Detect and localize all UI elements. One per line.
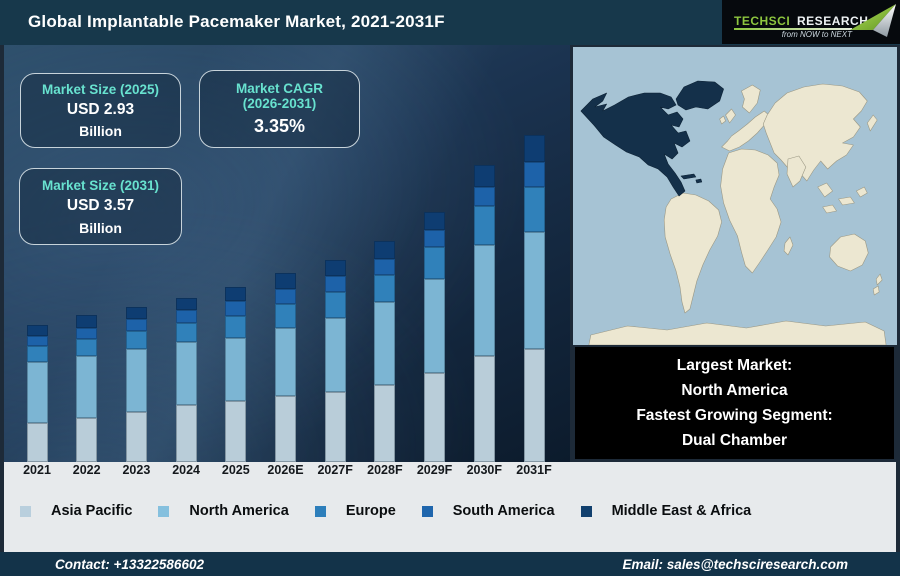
stat-box-title: Market Size (2031) bbox=[41, 177, 160, 193]
x-axis-label-2022: 2022 bbox=[72, 463, 101, 477]
legend-item-asia-pacific: Asia Pacific bbox=[20, 503, 132, 519]
x-axis-label-2029f: 2029F bbox=[416, 463, 453, 477]
market-callout-box: Largest Market: North America Fastest Grow… bbox=[575, 347, 894, 459]
legend-item-middle-east-africa: Middle East & Africa bbox=[580, 503, 752, 519]
x-axis-label-2024: 2024 bbox=[172, 463, 200, 477]
x-axis-labels: 2021 2022 2023 2024 2025 2026E 2027F 2028F 2029F… bbox=[0, 463, 570, 479]
logo-underline bbox=[734, 28, 852, 30]
stat-box-value: USD 2.93 bbox=[66, 101, 135, 118]
callout-line: Fastest Growing Segment: bbox=[636, 407, 833, 424]
legend-swatch-europe bbox=[314, 505, 326, 517]
x-axis-label-2025: 2025 bbox=[221, 463, 250, 477]
x-axis-label-2027f: 2027F bbox=[317, 463, 353, 477]
x-axis-label-2026e: 2026E bbox=[267, 463, 304, 477]
stat-box-market-size-2025: Market Size (2025) USD 2.93 Billion bbox=[20, 73, 181, 148]
stat-box-market-size-2031: Market Size (2031) USD 3.57 Billion bbox=[19, 168, 182, 245]
stat-box-unit: Billion bbox=[79, 123, 122, 139]
legend-label: Middle East & Africa bbox=[611, 503, 752, 519]
techsci-logo: TechSci Research from NOW to NEXT bbox=[722, 0, 900, 44]
footer-contact: Contact: +13322586602 bbox=[55, 556, 204, 572]
x-axis-label-2021: 2021 bbox=[23, 463, 51, 477]
legend-item-south-america: South America bbox=[421, 503, 555, 519]
legend-item-europe: Europe bbox=[314, 503, 396, 519]
chart-legend: Asia Pacific North America Europe South Ame… bbox=[20, 503, 777, 519]
x-axis-label-2023: 2023 bbox=[122, 463, 151, 477]
logo-brand-secondary: Research bbox=[797, 14, 869, 28]
stat-box-market-cagr-2026-2031: Market CAGR (2026-2031) 3.35% bbox=[199, 70, 360, 148]
bottom-strip bbox=[4, 462, 896, 552]
map-north-america-highlight bbox=[580, 80, 724, 197]
stat-box-title: Market Size (2025) bbox=[41, 82, 160, 97]
x-axis-label-2028f: 2028F bbox=[367, 463, 403, 477]
footer-email: Email: sales@techsciresearch.com bbox=[622, 556, 848, 572]
map-landmass bbox=[588, 83, 887, 345]
x-axis-label-2030f: 2030F bbox=[466, 463, 503, 477]
logo-brand-primary: TechSci bbox=[734, 14, 791, 28]
stat-box-value: USD 3.57 bbox=[66, 197, 135, 214]
legend-label: Europe bbox=[345, 503, 396, 519]
stat-box-title: Market CAGR (2026-2031) bbox=[235, 80, 324, 111]
callout-line: Dual Chamber bbox=[681, 432, 788, 449]
legend-item-north-america: North America bbox=[158, 503, 289, 519]
legend-label: North America bbox=[189, 503, 289, 519]
stat-box-unit: Billion bbox=[79, 219, 122, 236]
legend-label: South America bbox=[452, 503, 555, 519]
legend-swatch-middle-east-africa bbox=[580, 505, 592, 517]
callout-line: Largest Market: bbox=[676, 357, 793, 374]
legend-swatch-north-america bbox=[158, 505, 170, 517]
callout-line: North America bbox=[681, 382, 788, 399]
world-map bbox=[573, 47, 897, 345]
legend-swatch-asia-pacific bbox=[20, 505, 31, 517]
logo-wordmark: TechSci Research bbox=[734, 14, 868, 28]
page-title: Global Implantable Pacemaker Market, 202… bbox=[28, 12, 445, 31]
stat-box-value: 3.35% bbox=[253, 116, 306, 137]
legend-swatch-south-america bbox=[421, 505, 433, 517]
chart-panel: Market Size (2025) USD 2.93 Billion Market … bbox=[4, 45, 570, 462]
logo-arrow-icon bbox=[850, 4, 896, 37]
footer-bar: Contact: +13322586602 Email: sales@techs… bbox=[0, 552, 900, 576]
legend-label: Asia Pacific bbox=[51, 503, 133, 519]
x-axis-label-2031f: 2031F bbox=[516, 463, 552, 477]
logo-tagline: from NOW to NEXT bbox=[781, 30, 852, 39]
